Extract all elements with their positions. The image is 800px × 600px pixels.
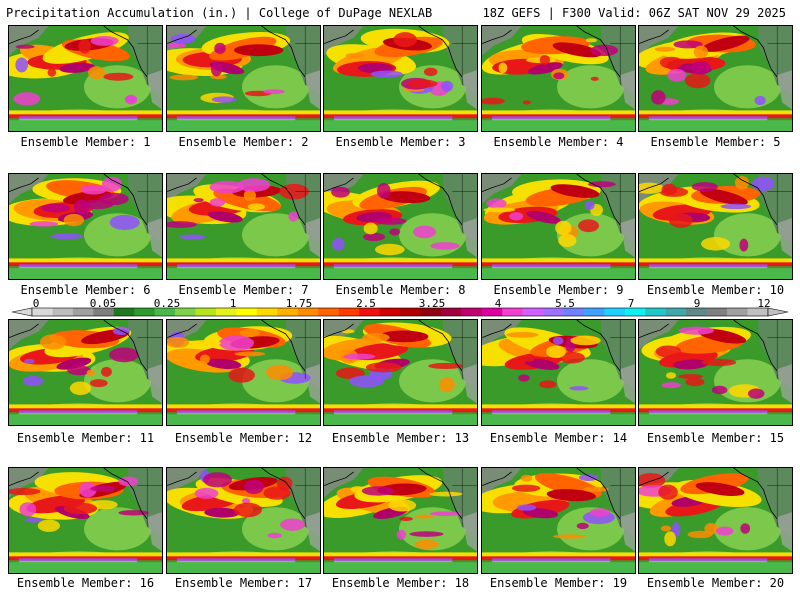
colorbar-tick-label: 7 (627, 297, 635, 310)
colorbar-swatch (154, 308, 176, 316)
colorbar-swatch (522, 308, 544, 316)
ensemble-member-label: Ensemble Member: 20 (646, 576, 785, 590)
ensemble-member-label: Ensemble Member: 9 (493, 283, 624, 297)
colorbar-swatch (32, 308, 53, 316)
colorbar-swatch (379, 308, 401, 316)
precip-map-panel (481, 319, 636, 426)
precip-map-panel (166, 467, 321, 574)
colorbar-swatch (277, 308, 299, 316)
ensemble-member-label: Ensemble Member: 19 (489, 576, 628, 590)
colorbar-swatch (216, 308, 237, 316)
precip-map-panel (323, 173, 478, 280)
colorbar-swatch (665, 308, 687, 316)
precip-map-panel (638, 467, 793, 574)
precip-map-panel (323, 467, 478, 574)
precip-map-panel (8, 25, 163, 132)
colorbar (11, 307, 789, 317)
precip-map-panel (166, 25, 321, 132)
colorbar-swatch (236, 308, 258, 316)
precip-map-panel (481, 467, 636, 574)
ensemble-member-label: Ensemble Member: 6 (20, 283, 151, 297)
colorbar-swatch (175, 308, 196, 316)
colorbar-swatch (93, 308, 115, 316)
colorbar-tick-label: 0.05 (89, 297, 117, 310)
colorbar-swatch (461, 308, 483, 316)
colorbar-swatch (563, 308, 585, 316)
precip-map-panel (481, 173, 636, 280)
ensemble-member-label: Ensemble Member: 16 (16, 576, 155, 590)
colorbar-max-arrow (767, 307, 789, 317)
colorbar-swatch (195, 308, 217, 316)
precip-map-panel (8, 467, 163, 574)
colorbar-tick-label: 1 (229, 297, 237, 310)
ensemble-member-label: Ensemble Member: 7 (178, 283, 309, 297)
precip-map-panel (8, 319, 163, 426)
colorbar-swatch (338, 308, 360, 316)
precip-map-panel (638, 319, 793, 426)
ensemble-member-label: Ensemble Member: 4 (493, 135, 624, 149)
colorbar-swatch (686, 308, 707, 316)
colorbar-swatch (400, 308, 421, 316)
precip-map-panel (323, 25, 478, 132)
ensemble-member-label: Ensemble Member: 18 (331, 576, 470, 590)
precip-map-panel (638, 173, 793, 280)
colorbar-swatch (502, 308, 523, 316)
colorbar-swatch (72, 308, 94, 316)
ensemble-member-label: Ensemble Member: 2 (178, 135, 309, 149)
precip-map-panel (166, 173, 321, 280)
ensemble-member-label: Ensemble Member: 12 (174, 431, 313, 445)
ensemble-member-label: Ensemble Member: 11 (16, 431, 155, 445)
colorbar-tick-label: 5.5 (555, 297, 575, 310)
precip-map-panel (166, 319, 321, 426)
map-title: Precipitation Accumulation (in.) | Colle… (6, 6, 433, 20)
colorbar-swatch (604, 308, 626, 316)
colorbar-tick-label: 9 (693, 297, 701, 310)
colorbar-swatch (256, 308, 278, 316)
ensemble-member-label: Ensemble Member: 14 (489, 431, 628, 445)
precip-map-panel (8, 173, 163, 280)
precip-map-panel (481, 25, 636, 132)
precip-map-panel (638, 25, 793, 132)
colorbar-swatch (645, 308, 667, 316)
ensemble-member-label: Ensemble Member: 17 (174, 576, 313, 590)
ensemble-member-label: Ensemble Member: 8 (335, 283, 466, 297)
ensemble-member-label: Ensemble Member: 15 (646, 431, 785, 445)
colorbar-swatch (747, 308, 769, 316)
colorbar-swatch (727, 308, 748, 316)
colorbar-swatch (706, 308, 728, 316)
colorbar-swatch (624, 308, 646, 316)
ensemble-member-label: Ensemble Member: 3 (335, 135, 466, 149)
precip-map-panel (323, 319, 478, 426)
ensemble-member-label: Ensemble Member: 1 (20, 135, 151, 149)
colorbar-swatch (543, 308, 564, 316)
colorbar-tick-label: 3.25 (418, 297, 446, 310)
colorbar-tick-label: 2.5 (356, 297, 376, 310)
colorbar-swatch (420, 308, 442, 316)
ensemble-member-label: Ensemble Member: 13 (331, 431, 470, 445)
colorbar-tick-label: 1.75 (285, 297, 313, 310)
colorbar-swatch (440, 308, 462, 316)
colorbar-min-arrow (11, 307, 33, 317)
colorbar-swatch (318, 308, 339, 316)
colorbar-swatch (359, 308, 380, 316)
colorbar-swatch (134, 308, 155, 316)
colorbar-swatch (584, 308, 605, 316)
model-run-info: 18Z GEFS | F300 Valid: 06Z SAT NOV 29 20… (482, 6, 786, 20)
colorbar-tick-label: 0.25 (153, 297, 181, 310)
ensemble-member-label: Ensemble Member: 10 (646, 283, 785, 297)
colorbar-swatch (113, 308, 135, 316)
colorbar-tick-label: 4 (494, 297, 502, 310)
colorbar-swatch (297, 308, 319, 316)
colorbar-swatch (481, 308, 503, 316)
colorbar-swatch (52, 308, 74, 316)
ensemble-member-label: Ensemble Member: 5 (650, 135, 781, 149)
colorbar-tick-label: 12 (757, 297, 771, 310)
colorbar-tick-label: 0 (32, 297, 40, 310)
